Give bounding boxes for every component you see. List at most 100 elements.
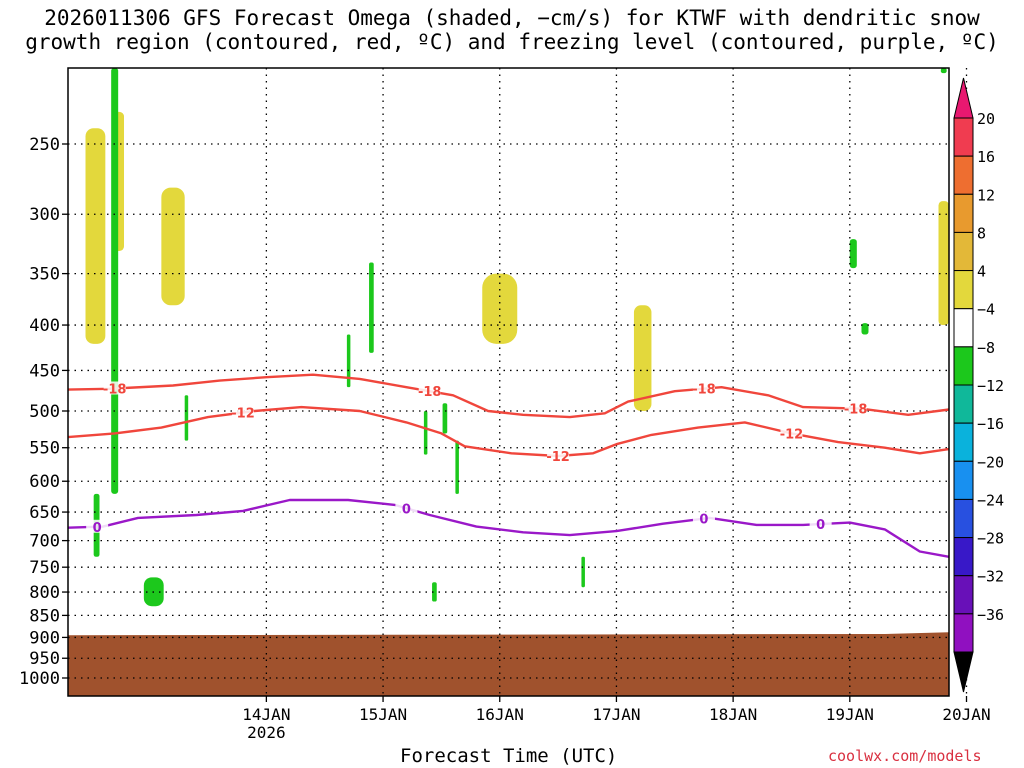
contour-label-bg-2-0 xyxy=(86,519,109,533)
y-tick-label-1000: 1000 xyxy=(19,669,60,689)
x-tick-label-20JAN: 20JAN xyxy=(942,705,990,724)
colorbar-label-6: −8 xyxy=(977,339,995,357)
omega-region-31 xyxy=(861,323,869,335)
omega-region-9 xyxy=(377,214,413,344)
omega-region-15 xyxy=(633,305,652,411)
contour-label-1-2: -12 xyxy=(780,427,804,442)
contour-label-bg-0-0 xyxy=(103,381,126,395)
contour-label-0-1: -18 xyxy=(418,385,442,400)
contour-label-bg-0-1 xyxy=(418,384,441,398)
contour-label-0-2: -18 xyxy=(692,383,716,398)
colorbar: 20 16 12 8 4 −4 −8 −12 −16 −20 −24 −28 −32 −36 xyxy=(953,77,1004,693)
y-tick-label-750: 750 xyxy=(29,558,60,578)
credit-link[interactable]: coolwx.com/models xyxy=(828,747,982,765)
omega-region-22 xyxy=(184,395,189,441)
colorbar-swatch-9 xyxy=(953,460,974,500)
y-tick-label-700: 700 xyxy=(29,532,60,552)
plot-frame xyxy=(67,67,950,697)
colorbar-swatch-0 xyxy=(953,117,974,157)
contour-label-2-3: 0 xyxy=(816,518,825,533)
omega-region-24 xyxy=(369,262,374,353)
chart-title-line1: 2026011306 GFS Forecast Omega (shaded, −… xyxy=(44,6,980,30)
y-axis: 2503003504004505005506006507007508008509… xyxy=(19,135,68,689)
colorbar-label-1: 16 xyxy=(977,148,995,166)
omega-region-23 xyxy=(346,334,351,388)
omega-region-25 xyxy=(423,411,428,455)
omega-region-16 xyxy=(709,305,720,344)
contour-label-bg-2-3 xyxy=(809,517,832,531)
contour-label-2-0: 0 xyxy=(93,521,102,536)
x-tick-label-16JAN: 16JAN xyxy=(476,705,524,724)
omega-region-29 xyxy=(581,556,585,588)
omega-region-28 xyxy=(455,440,459,494)
contour-label-2-1: 0 xyxy=(402,502,411,517)
omega-region-12 xyxy=(499,378,529,427)
colorbar-swatch-7 xyxy=(953,384,974,424)
colorbar-bottom-arrow xyxy=(953,651,974,693)
y-tick-label-850: 850 xyxy=(29,606,60,626)
contour-label-bg-1-2 xyxy=(780,426,803,440)
colorbar-swatch-13 xyxy=(953,613,974,653)
y-tick-label-500: 500 xyxy=(29,402,60,422)
y-tick-label-800: 800 xyxy=(29,583,60,603)
x-axis-title: Forecast Time (UTC) xyxy=(400,745,618,767)
chart-title-line2: growth region (contoured, red, ºC) and f… xyxy=(25,30,999,54)
y-tick-label-550: 550 xyxy=(29,439,60,459)
y-tick-label-450: 450 xyxy=(29,361,60,381)
colorbar-swatch-5 xyxy=(953,308,974,348)
contour-label-bg-1-1 xyxy=(547,449,570,463)
y-tick-label-650: 650 xyxy=(29,503,60,523)
omega-region-26 xyxy=(432,582,437,602)
y-tick-label-350: 350 xyxy=(29,265,60,285)
omega-region-30 xyxy=(849,239,857,269)
contour-2 xyxy=(67,498,950,558)
x-tick-label-19JAN: 19JAN xyxy=(826,705,874,724)
omega-region-8 xyxy=(342,68,389,215)
colorbar-label-7: −12 xyxy=(977,377,1004,395)
terrain-area xyxy=(68,632,949,696)
chart-title: 2026011306 GFS Forecast Omega (shaded, −… xyxy=(0,6,1024,54)
colorbar-label-13: −36 xyxy=(977,606,1004,624)
contour-label-0-3: -18 xyxy=(844,403,868,418)
contour-label-bg-1-0 xyxy=(232,405,255,419)
colorbar-label-0: 20 xyxy=(977,110,995,128)
omega-region-19 xyxy=(938,201,949,326)
colorbar-swatch-8 xyxy=(953,422,974,462)
colorbar-label-3: 8 xyxy=(977,224,986,242)
contour-label-1-0: -12 xyxy=(231,407,255,422)
contour-lines: -18 -18 -18 -18 -12 -12 -12 0 0 0 0 xyxy=(67,373,950,558)
contour-label-2-2: 0 xyxy=(699,513,708,528)
colorbar-swatch-6 xyxy=(953,346,974,386)
contour-label-bg-2-1 xyxy=(395,501,418,515)
colorbar-label-9: −20 xyxy=(977,453,1004,471)
colorbar-swatch-4 xyxy=(953,270,974,310)
contour-label-1-1: -12 xyxy=(546,450,570,465)
colorbar-swatch-10 xyxy=(953,498,974,539)
y-tick-label-400: 400 xyxy=(29,316,60,336)
contour-label-bg-2-2 xyxy=(692,511,715,525)
colorbar-label-5: −4 xyxy=(977,301,995,319)
omega-region-32 xyxy=(940,68,947,74)
x-tick-label-17JAN: 17JAN xyxy=(592,705,640,724)
y-tick-label-250: 250 xyxy=(29,135,60,155)
terrain-layer xyxy=(68,632,949,696)
colorbar-swatch-12 xyxy=(953,575,974,615)
x-tick-label-14JAN: 14JAN xyxy=(242,705,290,724)
omega-region-7 xyxy=(196,343,226,427)
x-tick-sublabel-14JAN: 2026 xyxy=(247,723,286,742)
omega-region-1 xyxy=(85,128,106,344)
contour-0 xyxy=(67,373,950,419)
colorbar-label-4: 4 xyxy=(977,263,986,281)
x-tick-label-18JAN: 18JAN xyxy=(709,705,757,724)
colorbar-swatch-11 xyxy=(953,537,974,577)
y-tick-label-900: 900 xyxy=(29,628,60,648)
contour-label-bg-0-3 xyxy=(844,401,867,415)
colorbar-top-arrow xyxy=(953,77,974,119)
x-tick-label-15JAN: 15JAN xyxy=(359,705,407,724)
omega-region-27 xyxy=(442,403,448,434)
y-tick-label-300: 300 xyxy=(29,205,60,225)
contour-label-bg-0-2 xyxy=(692,381,715,395)
colorbar-label-10: −24 xyxy=(977,491,1004,509)
